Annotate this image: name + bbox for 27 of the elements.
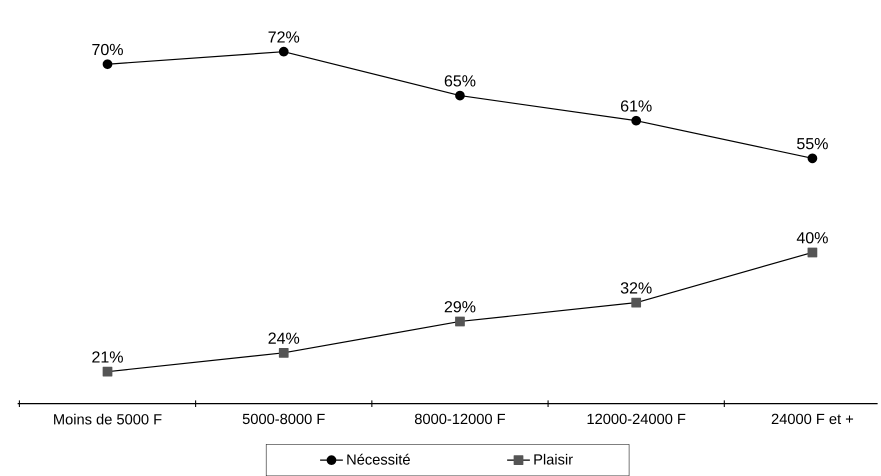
data-label: 32%: [620, 282, 652, 294]
point: [455, 316, 465, 326]
point: [631, 298, 642, 308]
x-tick-label: 5000-8000 F: [242, 414, 325, 424]
data-label: 55%: [797, 138, 828, 150]
data-label: 40%: [796, 232, 828, 244]
point: [278, 46, 289, 56]
point: [102, 366, 112, 376]
x-tick-label: 8000-12000 F: [414, 414, 505, 424]
point: [278, 348, 289, 358]
data-label: 21%: [92, 351, 123, 363]
point: [102, 59, 112, 70]
legend-label: Plaisir: [534, 454, 573, 465]
legend-label: Nécessité: [347, 454, 410, 465]
x-tick-label: 12000-24000 F: [588, 414, 686, 424]
data-label: 29%: [444, 301, 476, 312]
point: [455, 90, 465, 100]
x-tick-label: 24000 F et +: [772, 414, 854, 424]
point: [631, 116, 642, 126]
data-label: 72%: [268, 31, 300, 43]
data-label: 65%: [444, 75, 476, 86]
data-label: 61%: [620, 100, 652, 112]
point: [808, 248, 818, 258]
point: [808, 153, 818, 164]
data-label: 70%: [92, 44, 123, 56]
x-tick-label: Moins de 5000 F: [54, 414, 162, 424]
data-label: 24%: [268, 332, 300, 344]
